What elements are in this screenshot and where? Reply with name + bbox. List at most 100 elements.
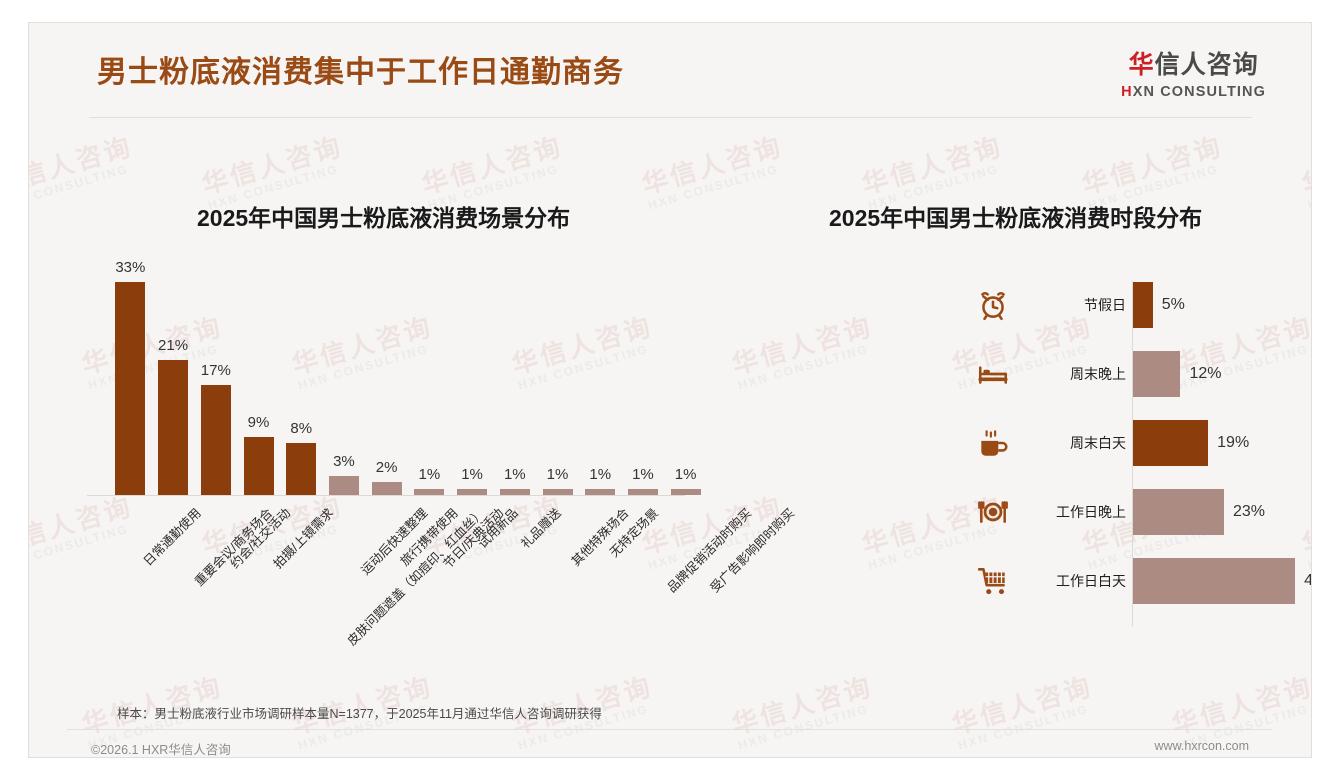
- dinner-plate-icon: [976, 495, 1010, 529]
- category-label: 日常通勤使用: [141, 505, 205, 569]
- watermark-cn: 华信人咨询: [638, 131, 787, 200]
- bar-rect[interactable]: [1133, 489, 1224, 535]
- bar-value-label: 1%: [503, 465, 526, 483]
- bar-rect[interactable]: [1133, 282, 1153, 328]
- bar-rect[interactable]: [542, 488, 573, 495]
- page-title: 男士粉底液消费集中于工作日通勤商务: [97, 56, 624, 89]
- time-row: 工作日晚上 23%: [964, 482, 1311, 542]
- bar-value-label: 19%: [1217, 434, 1250, 451]
- bar-value-label: 33%: [115, 259, 146, 277]
- bar-rect[interactable]: [115, 282, 146, 495]
- watermark-en: HXN CONSULTING: [956, 701, 1091, 753]
- bar-value-label: 1%: [632, 465, 654, 483]
- bar-rect[interactable]: [158, 359, 189, 495]
- category-label: 礼品赠送: [518, 505, 564, 552]
- bar-value-label: 1%: [461, 465, 483, 483]
- bar-rect[interactable]: [585, 488, 616, 495]
- time-row: 周末晚上 12%: [964, 344, 1311, 404]
- website-text: www.hxrcon.com: [1154, 739, 1249, 753]
- bar-rect[interactable]: [457, 488, 488, 495]
- page-card: 华信人咨询 HXN CONSULTING 华信人咨询 HXN CONSULTING 华信…: [28, 22, 1312, 758]
- bar-column: 9%: [243, 263, 274, 495]
- bar-rect[interactable]: [499, 488, 530, 495]
- bar-rect[interactable]: [1133, 351, 1181, 397]
- watermark-cn: 华信人咨询: [198, 131, 347, 200]
- logo-chinese-text: 华信人咨询: [1121, 53, 1266, 78]
- right-chart-title: 2025年中国男士粉底液消费时段分布: [829, 205, 1203, 231]
- watermark-en: HXN CONSULTING: [28, 161, 131, 213]
- bar-value-label: 5%: [1161, 296, 1185, 313]
- bar-rect[interactable]: [371, 482, 402, 495]
- bar-column: 1%: [585, 263, 616, 495]
- bar-rect[interactable]: [627, 488, 658, 495]
- company-logo: 华信人咨询 HXN CONSULTING: [1121, 53, 1266, 100]
- bar-rect[interactable]: [670, 488, 701, 495]
- header-divider: [89, 117, 1252, 118]
- bar-rect[interactable]: [243, 437, 274, 495]
- logo-en-red: H: [1121, 84, 1133, 100]
- bar-rect[interactable]: [286, 443, 317, 495]
- bar-value-label: 1%: [418, 465, 441, 483]
- scene-distribution-chart: 33% 21% 17% 9% 8% 3% 2% 1% 1% 1% 1% 1% 1% 1% 日常通勤使用 重要…: [87, 259, 797, 663]
- bar-rect[interactable]: [328, 475, 359, 495]
- vertical-bars-plot-area: 33% 21% 17% 9% 8% 3% 2% 1% 1% 1% 1% 1% 1% 1%: [109, 259, 707, 495]
- time-row-label: 工作日晚上: [1056, 504, 1126, 520]
- shopping-cart-icon: [976, 564, 1010, 598]
- bar-value-label: 12%: [1189, 365, 1222, 382]
- bar-value-label: 2%: [375, 459, 398, 477]
- logo-en-rest: XN CONSULTING: [1132, 84, 1266, 100]
- bar-column: 21%: [158, 263, 188, 495]
- bar-column: 8%: [286, 263, 317, 495]
- slide-header: 男士粉底液消费集中于工作日通勤商务 华信人咨询 HXN CONSULTING: [29, 23, 1311, 119]
- copyright-text: ©2026.1 HXR华信人咨询: [91, 743, 231, 757]
- time-row-label: 周末白天: [1070, 435, 1126, 451]
- time-row: 节假日 5%: [964, 275, 1311, 335]
- logo-english-text: HXN CONSULTING: [1121, 85, 1266, 100]
- bar-rect[interactable]: [414, 488, 445, 495]
- bar-rect[interactable]: [1133, 558, 1296, 604]
- bar-value-label: 8%: [290, 420, 313, 438]
- watermark-cn: 华信人咨询: [28, 131, 137, 200]
- bar-value-label: 17%: [200, 362, 231, 380]
- bar-value-label: 23%: [1232, 503, 1265, 520]
- watermark-en: HXN CONSULTING: [646, 161, 781, 213]
- bar-column: 1%: [627, 263, 658, 495]
- time-row-label: 节假日: [1084, 297, 1126, 313]
- bar-column: 3%: [328, 263, 359, 495]
- bar-column: 1%: [670, 263, 701, 495]
- right-chart-axis-line: [1132, 281, 1133, 626]
- bar-column: 2%: [371, 263, 402, 495]
- time-row: 工作日白天 41%: [964, 551, 1311, 611]
- watermark-cn: 华信人咨询: [728, 311, 877, 380]
- watermark-cn: 华信人咨询: [1298, 131, 1312, 200]
- left-chart-baseline: [87, 495, 685, 496]
- bar-column: 1%: [499, 263, 530, 495]
- time-distribution-chart: 节假日 5% 周末晚上 12% 周末白天 19% 工作日晚上 23% 工作日白天 41%: [964, 275, 1311, 635]
- bar-value-label: 21%: [158, 336, 189, 354]
- watermark-cn: 华信人咨询: [1078, 131, 1227, 200]
- bed-icon: [976, 357, 1010, 391]
- bar-column: 1%: [457, 263, 488, 495]
- time-row: 周末白天 19%: [964, 413, 1311, 473]
- watermark-en: HXN CONSULTING: [1306, 162, 1312, 213]
- alarm-clock-icon: [976, 288, 1010, 322]
- watermark-cn: 华信人咨询: [418, 131, 567, 200]
- bar-column: 17%: [201, 263, 231, 495]
- coffee-cup-icon: [976, 426, 1010, 460]
- bar-value-label: 1%: [546, 465, 569, 483]
- watermark-en: HXN CONSULTING: [736, 701, 871, 753]
- source-note: 样本：男士粉底液行业市场调研样本量N=1377，于2025年11月通过华信人咨询…: [117, 707, 602, 721]
- bar-column: 1%: [542, 263, 573, 495]
- bar-rect[interactable]: [1133, 420, 1209, 466]
- bar-value-label: 3%: [333, 452, 355, 470]
- bar-value-label: 1%: [589, 465, 612, 483]
- bar-rect[interactable]: [200, 385, 231, 495]
- left-chart-title: 2025年中国男士粉底液消费场景分布: [197, 205, 571, 231]
- time-row-label: 工作日白天: [1056, 573, 1126, 589]
